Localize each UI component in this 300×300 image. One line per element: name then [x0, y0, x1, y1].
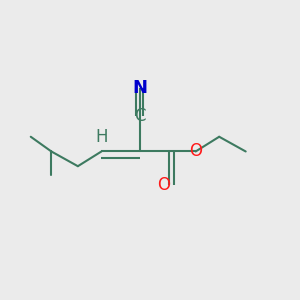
- Text: N: N: [132, 79, 147, 97]
- Text: O: O: [189, 142, 202, 160]
- Text: H: H: [95, 128, 108, 146]
- Text: O: O: [157, 176, 170, 194]
- Text: C: C: [134, 107, 146, 125]
